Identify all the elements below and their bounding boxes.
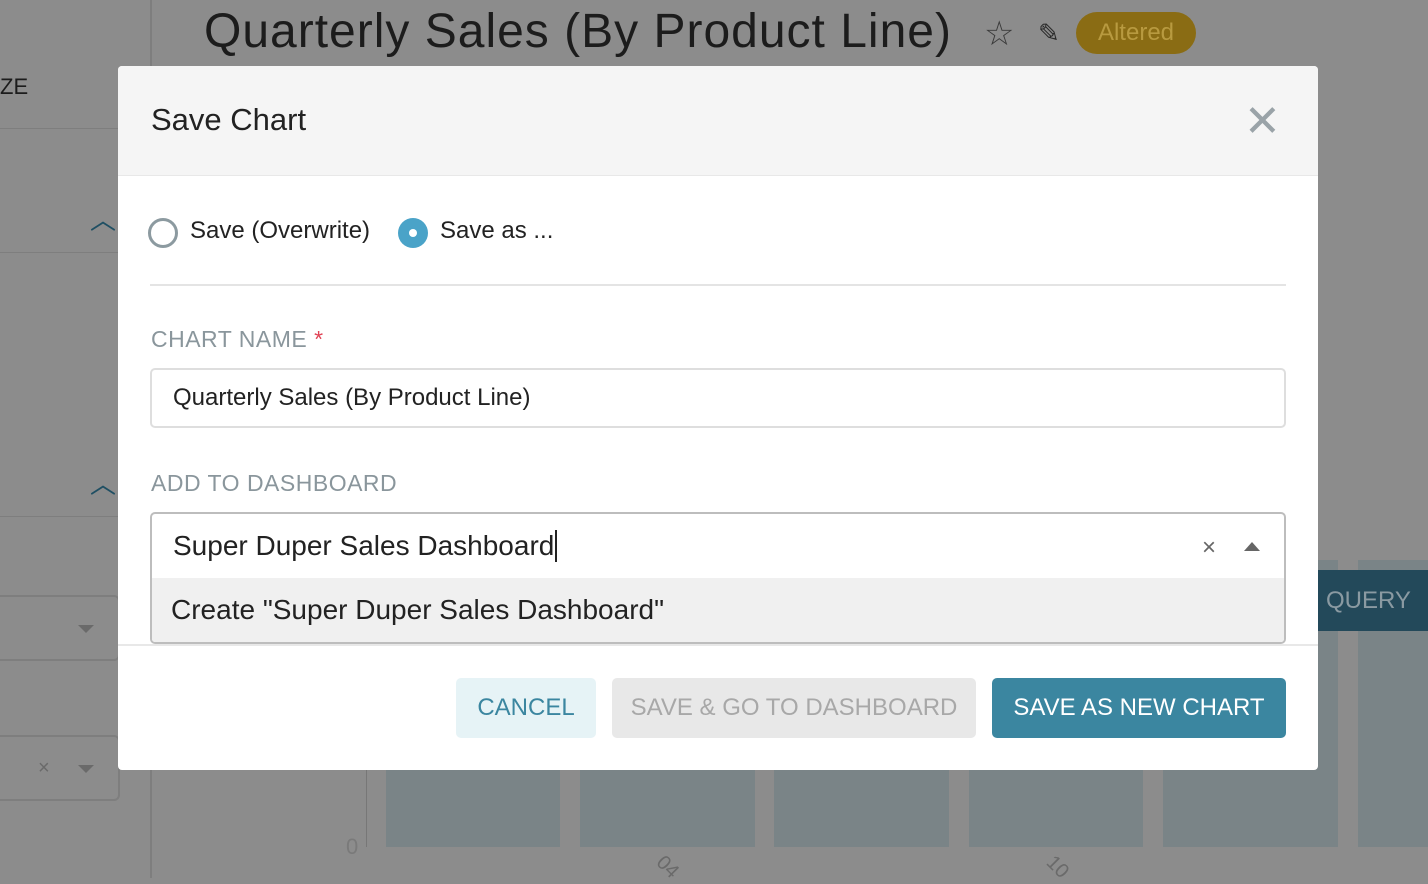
chart-name-input[interactable]: Quarterly Sales (By Product Line) [150, 368, 1286, 428]
caret-down-icon [78, 625, 94, 633]
required-mark: * [314, 326, 324, 352]
radio-save-as[interactable] [398, 218, 428, 248]
chart-title: Quarterly Sales (By Product Line) [204, 5, 952, 58]
dashboard-label: ADD TO DASHBOARD [151, 470, 398, 496]
save-as-new-chart-button[interactable]: SAVE AS NEW CHART [992, 678, 1286, 738]
save-chart-modal: Save Chart ✕ Save (Overwrite) Save as ..… [118, 66, 1318, 770]
x-tick: 10 [1041, 851, 1074, 883]
dashboard-input[interactable]: Super Duper Sales Dashboard [173, 530, 558, 562]
caret-up-icon[interactable] [1244, 542, 1260, 551]
chevron-up-icon[interactable]: ︿ [90, 205, 117, 235]
radio-overwrite-label[interactable]: Save (Overwrite) [190, 217, 371, 244]
cancel-button[interactable]: CANCEL [456, 678, 596, 738]
chevron-up-icon[interactable]: ︿ [90, 469, 117, 499]
y-tick: 0 [346, 834, 359, 859]
sidebar-label: ZE [0, 74, 29, 99]
save-go-to-dashboard-button[interactable]: SAVE & GO TO DASHBOARD [612, 678, 976, 738]
close-icon[interactable]: ✕ [1244, 97, 1281, 146]
radio-overwrite[interactable] [148, 218, 178, 248]
caret-down-icon [78, 765, 94, 773]
chart-name-label: CHART NAME [151, 326, 308, 352]
select-field[interactable] [0, 595, 120, 661]
clear-icon[interactable]: × [38, 757, 50, 779]
altered-badge[interactable]: Altered [1076, 12, 1196, 54]
footer-divider [118, 644, 1318, 646]
divider [150, 284, 1286, 286]
select-field[interactable]: × [0, 735, 120, 801]
modal-title: Save Chart [151, 102, 307, 137]
star-icon[interactable]: ☆ [984, 15, 1015, 53]
edit-icon[interactable]: ✎ [1038, 18, 1060, 48]
radio-save-as-label[interactable]: Save as ... [440, 217, 554, 244]
clear-icon[interactable]: × [1202, 534, 1217, 561]
run-query-button[interactable]: QUERY [1300, 570, 1428, 631]
dropdown-option-create[interactable]: Create "Super Duper Sales Dashboard" [152, 578, 1284, 642]
dashboard-select[interactable]: Super Duper Sales Dashboard × Create "Su… [150, 512, 1286, 644]
x-tick: 04 [651, 851, 684, 883]
modal-header: Save Chart ✕ [118, 66, 1318, 176]
